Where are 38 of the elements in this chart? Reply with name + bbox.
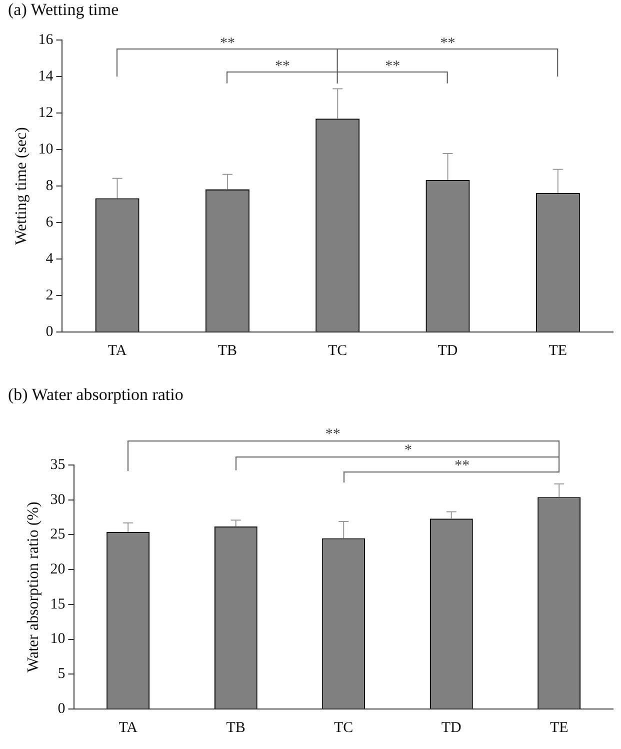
x-tick-label: TE — [550, 720, 568, 736]
x-tick-label: TD — [438, 342, 458, 359]
y-tick-label: 30 — [50, 492, 66, 508]
y-tick-label: 6 — [46, 214, 54, 230]
y-tick-label: 2 — [46, 287, 54, 304]
x-tick-label: TC — [334, 720, 354, 736]
y-tick-label: 35 — [50, 456, 66, 473]
x-tick-label: TD — [441, 720, 462, 736]
y-tick-label: 15 — [50, 596, 66, 612]
x-tick-label: TA — [108, 342, 127, 359]
annotation: ** — [454, 458, 470, 474]
chart-title: (a) Wetting time — [8, 0, 119, 20]
y-tick-label: 5 — [58, 666, 66, 682]
x-tick-label: TC — [328, 342, 348, 359]
annotation: ** — [275, 58, 290, 74]
y-tick-label: 0 — [58, 700, 66, 717]
y-tick-label: 4 — [46, 250, 54, 267]
text: * — [404, 442, 412, 459]
x-tick-label: TA — [118, 720, 138, 736]
y-tick-label: 8 — [46, 178, 54, 194]
y-tick-label: 12 — [38, 104, 54, 121]
y-tick-label: 0 — [46, 324, 54, 340]
annotation: ** — [385, 58, 400, 74]
y-tick-label: 20 — [50, 562, 66, 578]
x-tick-label: TB — [226, 720, 246, 736]
y-tick-label: 14 — [38, 68, 54, 84]
x-tick-label: TE — [548, 342, 568, 359]
text: ** — [325, 426, 340, 443]
x-tick-label: TB — [218, 342, 238, 359]
annotation: ** — [220, 35, 235, 52]
y-axis-title: Water absorption ratio (%) — [24, 502, 42, 672]
y-axis-title: Wetting time (sec) — [12, 127, 30, 245]
y-tick-label: 25 — [50, 526, 66, 543]
y-tick-label: 10 — [50, 631, 66, 648]
y-tick-label: 10 — [38, 141, 54, 158]
annotation: ** — [440, 35, 456, 52]
y-tick-label: 16 — [38, 32, 54, 48]
chart-title: (b) Water absorption ratio — [8, 385, 184, 405]
